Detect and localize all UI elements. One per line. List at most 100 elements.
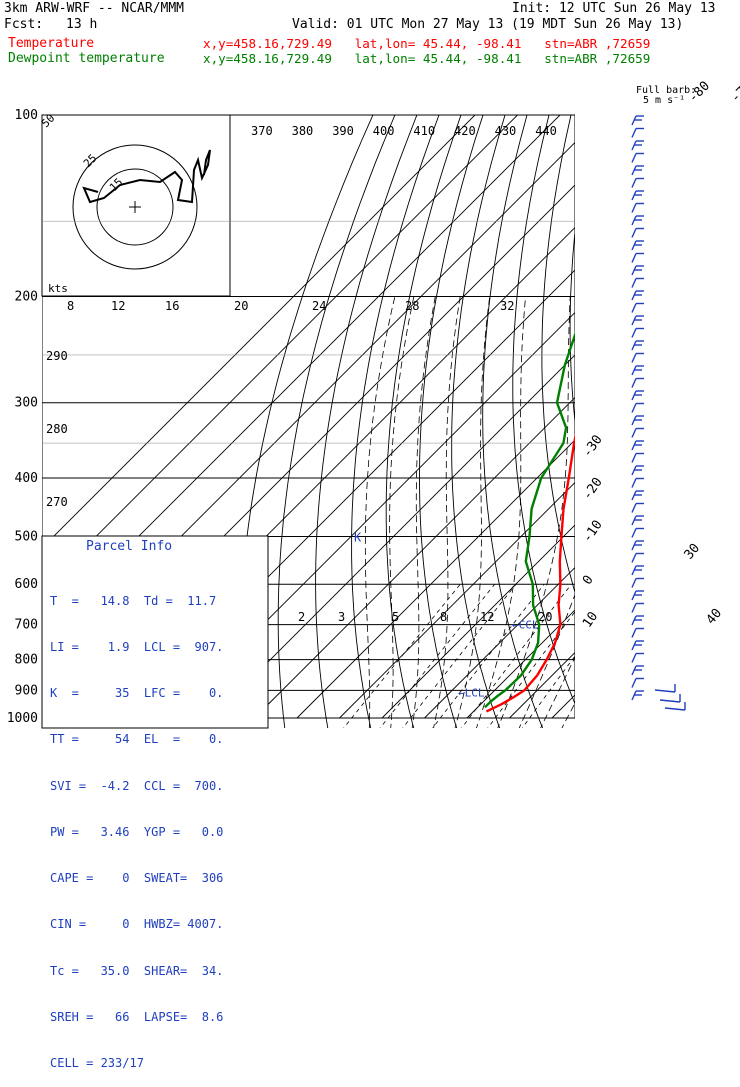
pressure-tick-label: 400 (15, 471, 38, 486)
barb-key-unit: 5 m s⁻¹ (643, 95, 685, 106)
moist-adiabat-lines (365, 297, 740, 731)
parcel-info-row: SREH = 66 LAPSE= 8.6 (50, 1010, 223, 1025)
wind-barb (632, 279, 636, 288)
mixing-ratio-label: 2 (298, 610, 305, 624)
wind-barb (665, 708, 685, 710)
parcel-info-title: Parcel Info (86, 540, 172, 554)
parcel-info-row: K = 35 LFC = 0. (50, 686, 223, 701)
wind-barb (632, 179, 636, 188)
wind-barb (632, 654, 636, 663)
pressure-tick-label: 1000 (7, 711, 38, 726)
wind-barb (632, 354, 636, 363)
theta-e-label: 430 (495, 124, 517, 138)
pressure-tick-label: 500 (15, 529, 38, 544)
wind-barb (632, 154, 636, 163)
parcel-info-row: CIN = 0 HWBZ= 4007. (50, 917, 223, 932)
wind-barb (655, 690, 675, 692)
parcel-info-row: SVI = -4.2 CCL = 700. (50, 779, 223, 794)
wind-barb (632, 129, 636, 138)
isotherm-tick-label: 30 (682, 541, 704, 563)
parcel-info-row: TT = 54 EL = 0. (50, 732, 223, 747)
wind-barb (632, 454, 636, 463)
dry-adiabat-line (723, 115, 740, 731)
wind-barb (632, 579, 636, 588)
moist-adiabat-line (390, 297, 414, 731)
moist-adiabat-line (561, 297, 740, 731)
dry-adiabat-line (386, 115, 461, 731)
lcl-label: ←LCL (458, 686, 485, 699)
dry-adiabat-line (650, 115, 740, 731)
parcel-info-row: Tc = 35.0 SHEAR= 34. (50, 964, 223, 979)
wind-barb (632, 304, 636, 313)
theta-e-label: 400 (373, 124, 395, 138)
hodograph-speed-label: 12 (111, 299, 125, 313)
dry-adiabat-line (699, 115, 740, 731)
mixing-ratio-line (378, 584, 495, 731)
pressure-tick-label: 100 (15, 108, 38, 123)
isotherm-tick-label: -70 (728, 79, 740, 106)
wind-barb (632, 379, 636, 388)
hodograph-speed-label: 8 (67, 299, 74, 313)
isotherm-line (637, 115, 740, 718)
moist-adiabat-line (497, 297, 571, 731)
wind-barb (632, 404, 636, 413)
wind-barb (632, 629, 636, 638)
theta-e-label: 380 (292, 124, 314, 138)
isotherm-tick-label: -10 (580, 518, 606, 546)
hodograph-speed-label: 32 (500, 299, 514, 313)
isotherm-extension-line (575, 580, 700, 690)
parcel-info-table: T = 14.8 Td = 11.7 LI = 1.9 LCL = 907. K… (50, 563, 223, 1087)
ccl-label: ←CCL (512, 619, 539, 632)
wind-barb (632, 329, 636, 338)
isotherm-tick-label: 0 (580, 573, 597, 588)
wind-barb (632, 229, 636, 238)
pressure-tick-label: 900 (15, 683, 38, 698)
moist-adiabat-line (412, 297, 436, 731)
dry-adiabat-lines (239, 115, 740, 731)
dry-adiabat-line (452, 115, 505, 731)
pressure-tick-label: 700 (15, 618, 38, 633)
mixing-ratio-label: 12 (480, 610, 494, 624)
theta-label: 280 (46, 422, 68, 436)
isotherm-tick-label: -30 (580, 433, 606, 461)
parcel-info-row: LI = 1.9 LCL = 907. (50, 640, 223, 655)
mixing-ratio-label: 3 (338, 610, 345, 624)
hodograph-speed-label: 28 (405, 299, 419, 313)
theta-label: 270 (46, 495, 68, 509)
pressure-tick-label: 200 (15, 290, 38, 305)
wind-barb (632, 204, 636, 213)
theta-label: 290 (46, 349, 68, 363)
wind-barb (632, 504, 636, 513)
dry-adiabat-line (675, 115, 740, 731)
wind-barb (632, 554, 636, 563)
parcel-info-row: T = 14.8 Td = 11.7 (50, 594, 223, 609)
mixing-ratio-line (460, 584, 572, 731)
wind-barb (660, 700, 680, 702)
isotherm-line (255, 115, 740, 718)
parcel-marker-label: K (354, 530, 362, 544)
wind-barb (632, 479, 636, 488)
theta-e-label: 390 (332, 124, 354, 138)
hodograph-speed-label: 20 (234, 299, 248, 313)
pressure-tick-label: 800 (15, 653, 38, 668)
isotherm-line (552, 115, 740, 718)
parcel-info-row: CELL = 233/17 (50, 1056, 223, 1071)
isotherm-tick-label: 10 (580, 609, 601, 630)
isotherm-tick-label: 40 (704, 606, 726, 628)
parcel-info-row: CAPE = 0 SWEAT= 306 (50, 871, 223, 886)
wind-barb (632, 529, 636, 538)
hodograph-speed-label: 16 (165, 299, 179, 313)
theta-e-label: 370 (251, 124, 273, 138)
pressure-tick-label: 600 (15, 577, 38, 592)
wind-barbs (632, 116, 685, 710)
pressure-tick-label: 300 (15, 396, 38, 411)
dry-adiabat-line (570, 115, 673, 731)
moist-adiabat-line (582, 297, 740, 731)
theta-e-label: 410 (413, 124, 435, 138)
isotherm-tick-label: -20 (580, 475, 606, 503)
moist-adiabat-line (365, 297, 395, 731)
isotherm-line (595, 115, 740, 718)
dry-adiabat-line (316, 115, 417, 731)
mixing-ratio-label: 8 (440, 610, 447, 624)
parcel-info-row: PW = 3.46 YGP = 0.0 (50, 825, 223, 840)
